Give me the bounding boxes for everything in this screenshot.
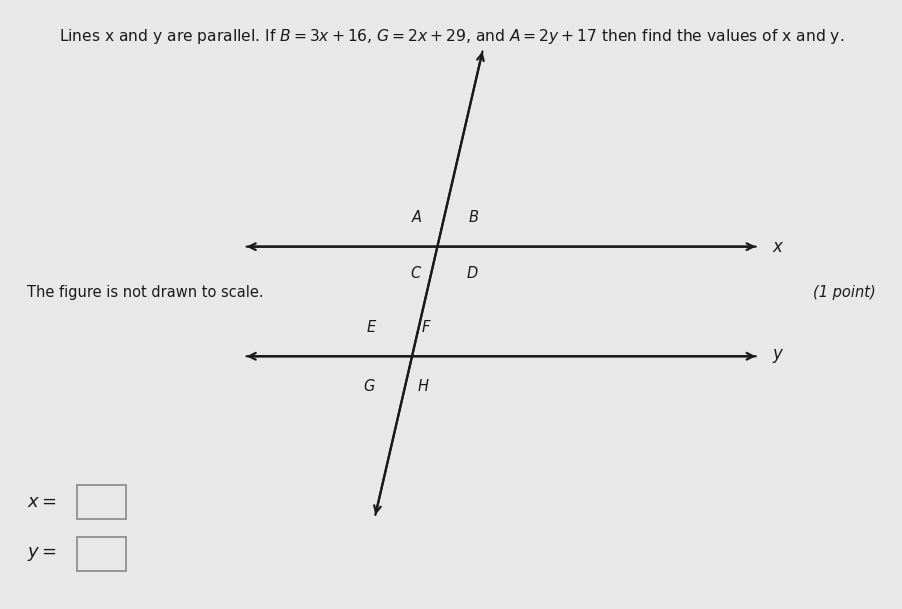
- Text: $E$: $E$: [366, 319, 377, 335]
- Text: (1 point): (1 point): [813, 285, 875, 300]
- Text: $A$: $A$: [410, 209, 422, 225]
- FancyBboxPatch shape: [77, 485, 126, 519]
- Text: The figure is not drawn to scale.: The figure is not drawn to scale.: [27, 285, 263, 300]
- Text: $F$: $F$: [420, 319, 431, 335]
- Text: $y$: $y$: [771, 347, 784, 365]
- Text: $B$: $B$: [467, 209, 478, 225]
- Text: $G$: $G$: [363, 378, 375, 393]
- Text: $y =$: $y =$: [27, 545, 57, 563]
- FancyBboxPatch shape: [77, 537, 126, 571]
- Text: $x$: $x$: [771, 238, 784, 256]
- Text: $H$: $H$: [417, 378, 429, 393]
- Text: $D$: $D$: [465, 265, 478, 281]
- Text: $x =$: $x =$: [27, 493, 57, 512]
- Text: $C$: $C$: [410, 265, 422, 281]
- Text: Lines x and y are parallel. If $B = 3x + 16$, $G = 2x + 29$, and $A = 2y + 17$ t: Lines x and y are parallel. If $B = 3x +…: [59, 27, 843, 46]
